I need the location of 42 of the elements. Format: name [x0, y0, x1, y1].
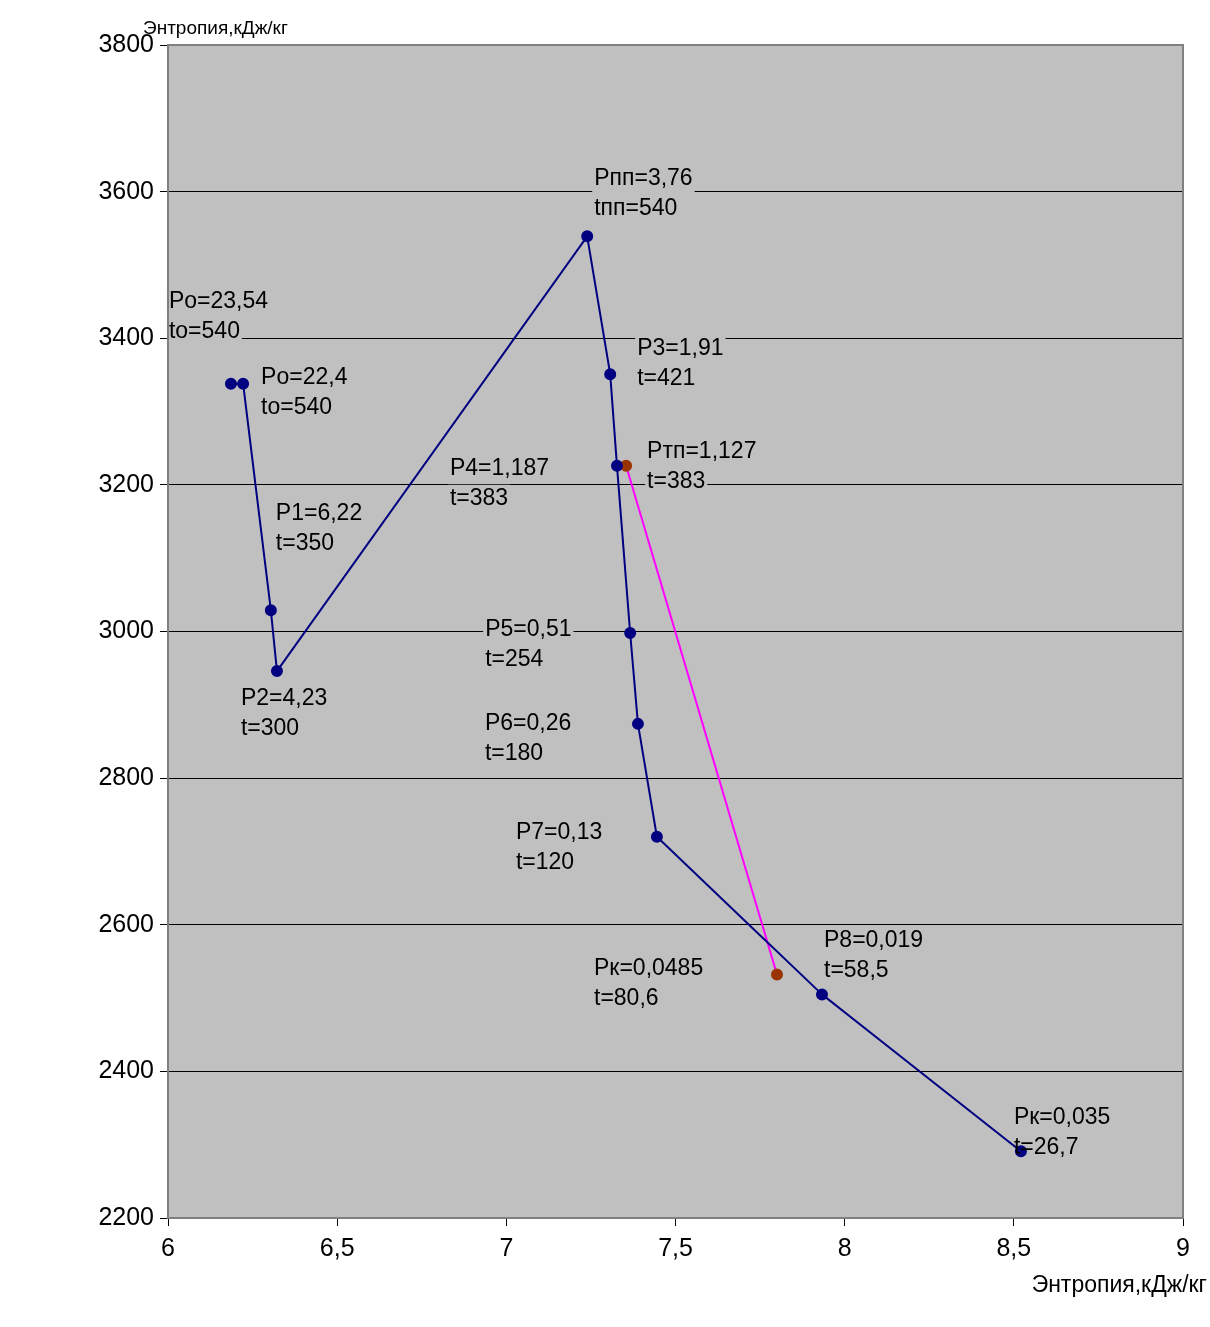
x-tick-label: 6 — [161, 1232, 175, 1261]
annotation: P2=4,23 t=300 — [240, 684, 328, 741]
point — [624, 626, 637, 639]
annotation: P6=0,26 t=180 — [484, 709, 572, 766]
point — [650, 830, 663, 843]
annotation: Pтп=1,127 t=383 — [647, 437, 757, 494]
x-tick-label: 6,5 — [319, 1232, 355, 1261]
x-axis-title: Энтропия,кДж/кг — [1031, 1271, 1207, 1297]
y-tick-label: 2600 — [98, 908, 154, 937]
annotation: P8=0,019 t=58,5 — [824, 925, 924, 982]
point — [224, 377, 237, 390]
point — [631, 717, 644, 730]
point — [604, 368, 617, 381]
annotation: Po=22,4 to=540 — [261, 363, 348, 420]
x-tick-label: 7,5 — [658, 1232, 693, 1261]
x-tick-label: 8,5 — [996, 1232, 1032, 1261]
annotation: P4=1,187 t=383 — [449, 454, 550, 511]
point — [771, 968, 783, 981]
y-tick-label: 2200 — [98, 1201, 154, 1230]
point — [237, 377, 250, 390]
annotation: Pпп=3,76 tпп=540 — [594, 163, 693, 220]
annotation: P1=6,22 t=350 — [275, 498, 363, 555]
y-tick-label: 2800 — [98, 762, 154, 791]
annotation: Po=23,54 to=540 — [168, 287, 269, 344]
annotation: P5=0,51 t=254 — [485, 615, 572, 672]
point — [264, 604, 277, 617]
y-tick-label: 3400 — [98, 322, 154, 351]
annotation: Pк=0,035 t=26,7 — [1013, 1102, 1111, 1159]
point — [581, 230, 594, 243]
point — [816, 988, 828, 1001]
annotation: Pк=0,0485 t=80,6 — [594, 954, 704, 1011]
x-tick-label: 8 — [837, 1232, 852, 1261]
x-tick-label: 9 — [1176, 1232, 1190, 1261]
annotation: P7=0,13 t=120 — [515, 818, 603, 875]
x-tick-label: 7 — [499, 1232, 514, 1261]
point — [270, 665, 283, 678]
point — [610, 459, 623, 472]
y-tick-label: 3600 — [98, 175, 154, 204]
y-tick-label: 2400 — [98, 1055, 154, 1084]
y-tick-label: 3000 — [98, 615, 154, 644]
annotation: P3=1,91 t=421 — [637, 333, 724, 390]
y-tick-label: 3200 — [98, 468, 154, 497]
